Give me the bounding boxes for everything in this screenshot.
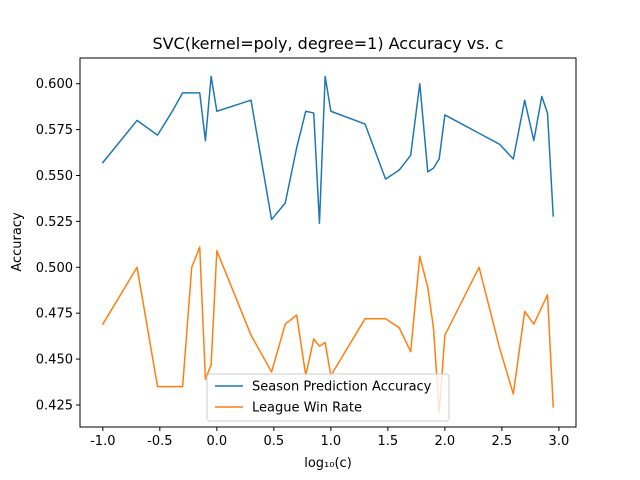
series-line-1 xyxy=(101,75,554,224)
y-tick-label: 0.450 xyxy=(36,353,73,368)
plot-area xyxy=(101,75,554,414)
y-tick-label: 0.550 xyxy=(36,169,73,184)
x-tick-label: 2.0 xyxy=(435,434,456,449)
x-tick-label: -0.5 xyxy=(147,434,172,449)
plot-frame xyxy=(79,57,577,428)
y-tick-label: 0.475 xyxy=(36,307,73,322)
x-axis: -1.0 -0.5 0.0 0.5 1.0 1.5 2.0 2.5 3.0 xyxy=(90,427,569,449)
y-tick-label: 0.425 xyxy=(36,398,73,413)
x-tick-label: 3.0 xyxy=(549,434,570,449)
x-tick-label: -1.0 xyxy=(90,434,115,449)
y-axis-label: Accuracy xyxy=(10,212,25,272)
x-axis-label: log₁₀(c) xyxy=(304,456,352,471)
legend: Season Prediction Accuracy League Win Rat… xyxy=(206,373,450,422)
chart-title: SVC(kernel=poly, degree=1) Accuracy vs. … xyxy=(152,34,503,53)
x-tick-label: 0.5 xyxy=(263,434,284,449)
y-tick-label: 0.500 xyxy=(36,261,73,276)
x-tick-label: 1.0 xyxy=(321,434,342,449)
y-tick-label: 0.525 xyxy=(36,215,73,230)
legend-label-2: League Win Rate xyxy=(252,401,362,416)
y-tick-label: 0.575 xyxy=(36,123,73,138)
x-tick-label: 0.0 xyxy=(206,434,227,449)
y-tick-label: 0.600 xyxy=(36,77,73,92)
x-tick-label: 2.5 xyxy=(492,434,513,449)
legend-box xyxy=(206,373,450,422)
series-line-2 xyxy=(101,246,554,414)
y-axis: 0.425 0.450 0.475 0.500 0.525 0.550 0.575 0.600 xyxy=(36,77,80,413)
legend-label-1: Season Prediction Accuracy xyxy=(252,380,432,395)
x-tick-label: 1.5 xyxy=(378,434,399,449)
